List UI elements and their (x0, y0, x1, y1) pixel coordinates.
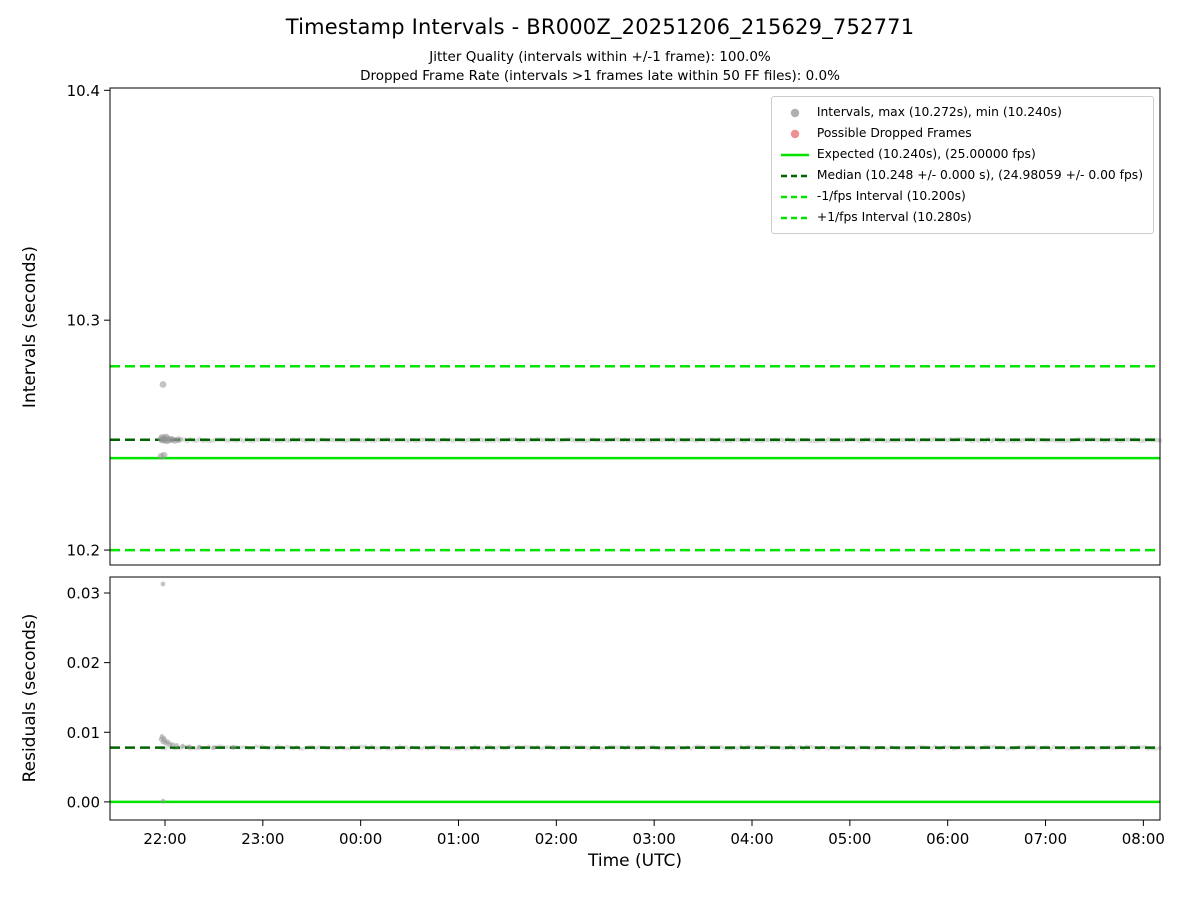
legend-entry-label: Median (10.248 +/- 0.000 s), (24.98059 +… (816, 168, 1143, 183)
legend-line-marker-icon (780, 153, 809, 156)
legend: Intervals, max (10.272s), min (10.240s) P… (770, 96, 1154, 234)
svg-text:0.03: 0.03 (67, 585, 100, 603)
chart-subtitle-jitter-quality: Jitter Quality (intervals within +/-1 fr… (429, 49, 771, 65)
legend-entry: Intervals, max (10.272s), min (10.240s) (780, 102, 1143, 123)
legend-line-marker-icon (780, 174, 809, 177)
intervals-scatter-points (158, 581, 236, 804)
svg-text:05:00: 05:00 (828, 830, 871, 848)
legend-dot-marker-icon (790, 129, 800, 138)
svg-text:22:00: 22:00 (143, 830, 186, 848)
svg-text:10.3: 10.3 (67, 312, 100, 330)
svg-text:0.00: 0.00 (67, 793, 100, 811)
legend-entry-label: Expected (10.240s), (25.00000 fps) (816, 147, 1036, 162)
y-axis-label-intervals: Intervals (seconds) (20, 245, 40, 409)
svg-text:03:00: 03:00 (633, 830, 676, 848)
y-tick-labels: 0.00 0.01 0.02 0.03 (67, 585, 110, 811)
legend-entry-label: Possible Dropped Frames (816, 126, 972, 141)
svg-text:10.2: 10.2 (67, 542, 100, 560)
axes-frame (109, 87, 1161, 566)
svg-text:06:00: 06:00 (926, 830, 969, 848)
chart-subtitle-dropped-frame-rate: Dropped Frame Rate (intervals >1 frames … (360, 68, 840, 84)
svg-text:02:00: 02:00 (535, 830, 578, 848)
chart-title: Timestamp Intervals - BR000Z_20251206_21… (285, 15, 915, 39)
intervals-plot: 10.2 10.3 10.4 (67, 82, 1163, 566)
svg-text:04:00: 04:00 (730, 830, 773, 848)
svg-text:01:00: 01:00 (437, 830, 480, 848)
legend-line-marker-icon (780, 216, 809, 219)
legend-entry: Median (10.248 +/- 0.000 s), (24.98059 +… (780, 165, 1143, 186)
legend-line-marker-icon (780, 195, 809, 198)
svg-text:08:00: 08:00 (1122, 830, 1165, 848)
legend-entry: Expected (10.240s), (25.00000 fps) (780, 144, 1143, 165)
legend-dot-marker-icon (790, 108, 800, 117)
legend-entry: -1/fps Interval (10.200s) (780, 186, 1143, 207)
axes-frame (109, 576, 1161, 821)
svg-text:10.4: 10.4 (67, 82, 100, 100)
legend-entry: +1/fps Interval (10.280s) (780, 207, 1143, 228)
y-axis-label-residuals: Residuals (seconds) (20, 613, 40, 783)
legend-entry: Possible Dropped Frames (780, 123, 1143, 144)
residuals-plot: 0.00 0.01 0.02 0.03 22:00 23:00 00:00 01:00 02:0… (67, 576, 1165, 848)
x-tick-labels: 22:00 23:00 00:00 01:00 02:00 03:00 04:00 05:00… (143, 820, 1165, 848)
legend-entry-label: +1/fps Interval (10.280s) (816, 210, 972, 225)
svg-text:0.02: 0.02 (67, 654, 100, 672)
y-tick-labels: 10.2 10.3 10.4 (67, 82, 110, 560)
x-axis-label: Time (UTC) (588, 851, 682, 871)
intervals-scatter-points (157, 381, 183, 460)
svg-text:00:00: 00:00 (339, 830, 382, 848)
legend-entry-label: -1/fps Interval (10.200s) (816, 189, 966, 204)
svg-text:07:00: 07:00 (1024, 830, 1067, 848)
legend-entry-label: Intervals, max (10.272s), min (10.240s) (816, 105, 1062, 120)
svg-text:0.01: 0.01 (67, 724, 100, 742)
svg-text:23:00: 23:00 (241, 830, 284, 848)
